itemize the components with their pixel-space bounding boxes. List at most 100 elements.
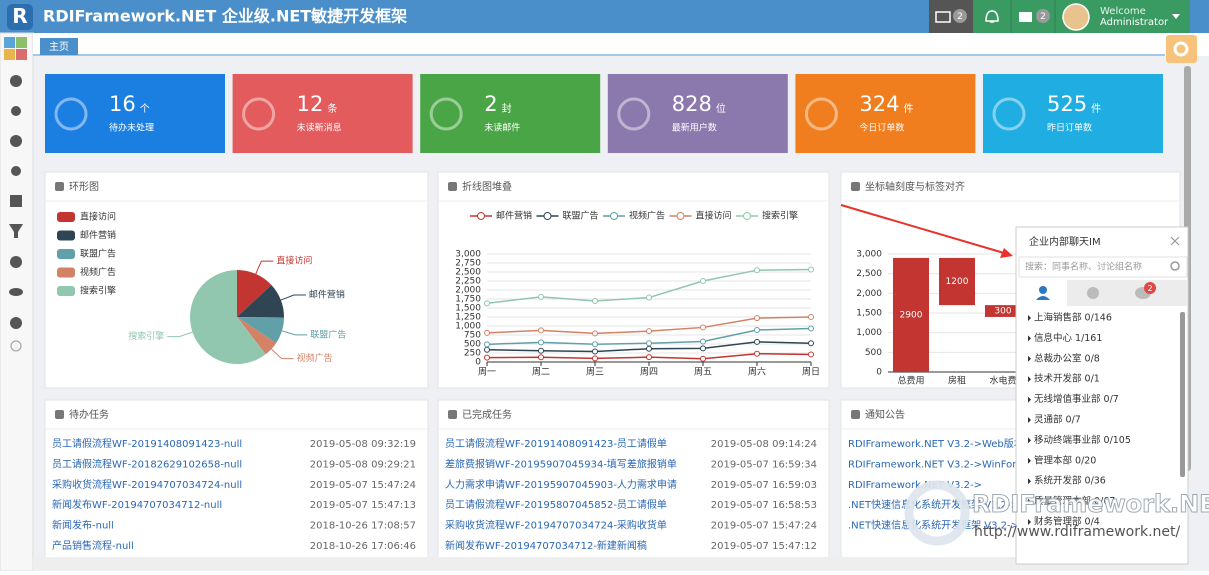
point[interactable] [646, 340, 652, 347]
task-link[interactable]: 员工请假流程WF-20195807045852-员工请假单 [445, 498, 667, 511]
point[interactable] [538, 354, 544, 361]
close-icon[interactable] [1170, 236, 1180, 246]
group-name[interactable]: 移动终端事业部 0/105 [1034, 434, 1131, 446]
group-name[interactable]: 技术开发部 0/1 [1034, 373, 1100, 385]
task-link[interactable]: .NET快速信息化系统开发框架 V3.2-> [848, 519, 1019, 532]
stat-box[interactable] [232, 74, 413, 153]
group-name[interactable]: 信息中心 1/161 [1034, 332, 1102, 344]
expand-arrow[interactable] [1028, 437, 1031, 444]
legend-label[interactable]: 邮件营销 [496, 210, 532, 222]
point[interactable] [484, 346, 490, 353]
bar[interactable] [939, 257, 975, 306]
bar[interactable] [985, 305, 1021, 317]
task-link[interactable]: 员工请假流程WF-20191408091423-员工请假单 [445, 437, 667, 450]
task-link[interactable]: 采购收货流程WF-20194707034724-采购收货单 [445, 519, 667, 532]
pie-slice[interactable] [190, 270, 266, 364]
logo[interactable] [7, 4, 33, 30]
legend-label[interactable]: 搜索引擎 [762, 210, 798, 222]
pie-slice[interactable] [237, 270, 272, 317]
point[interactable] [808, 340, 814, 347]
point[interactable] [754, 267, 760, 274]
point[interactable] [592, 341, 598, 348]
group-name[interactable]: 财务管理部 0/4 [1034, 516, 1100, 528]
point[interactable] [484, 300, 490, 307]
username[interactable]: Administrator [1100, 17, 1169, 28]
point[interactable] [538, 327, 544, 334]
stat-box[interactable] [45, 74, 225, 153]
legend-label[interactable]: 视频广告 [80, 266, 116, 278]
avatar[interactable] [1062, 3, 1090, 31]
legend-label[interactable]: 直接访问 [80, 211, 116, 223]
task-link[interactable]: 新闻发布WF-20194707034712-新建新闻稿 [445, 539, 647, 552]
group-name[interactable]: 灵通部 0/7 [1034, 414, 1081, 426]
group-name[interactable]: 系统开发部 0/36 [1034, 475, 1106, 487]
point[interactable] [646, 354, 652, 361]
expand-arrow[interactable] [1028, 355, 1031, 362]
sidebar-icons[interactable] [9, 75, 23, 352]
expand-arrow[interactable] [1028, 457, 1031, 464]
point[interactable] [646, 294, 652, 301]
group-name[interactable]: 上海销售部 0/146 [1034, 312, 1112, 324]
point[interactable] [700, 355, 706, 362]
point[interactable] [754, 350, 760, 357]
task-link[interactable]: 新闻发布WF-20194707034712-null [52, 498, 222, 511]
point[interactable] [700, 338, 706, 345]
pie-slice[interactable] [237, 317, 277, 355]
legend-label[interactable]: 视频广告 [629, 210, 665, 222]
groups-icon[interactable] [1087, 287, 1099, 299]
point[interactable] [646, 328, 652, 335]
tab-label[interactable]: 主页 [49, 41, 69, 53]
legend-label[interactable]: 邮件营销 [80, 229, 116, 241]
task-link[interactable]: 员工请假流程WF-20191408091423-null [52, 437, 242, 450]
legend-swatch[interactable] [57, 212, 75, 222]
search-box[interactable] [1018, 256, 1188, 278]
task-link[interactable]: 人力需求申请WF-20195907045903-人力需求申请 [445, 478, 677, 491]
legend-label[interactable]: 直接访问 [696, 210, 732, 222]
point[interactable] [700, 345, 706, 352]
expand-arrow[interactable] [1028, 396, 1031, 403]
expand-arrow[interactable] [1028, 315, 1031, 321]
stat-box[interactable] [983, 74, 1163, 153]
point[interactable] [484, 329, 490, 336]
mail-icon[interactable] [1019, 12, 1032, 22]
tab[interactable] [40, 38, 78, 55]
task-link[interactable]: 采购收货流程WF-20194707034724-null [52, 478, 242, 491]
task-link[interactable]: RDIFramework.NET V3.2->Web版本 [848, 437, 1024, 450]
expand-arrow[interactable] [1028, 498, 1031, 505]
legend-swatch[interactable] [57, 249, 75, 259]
stat-box[interactable] [795, 74, 976, 153]
expand-arrow[interactable] [1028, 417, 1031, 423]
task-link[interactable]: 产品销售流程-null [52, 539, 134, 552]
caret[interactable] [1172, 14, 1180, 19]
point[interactable] [538, 339, 544, 346]
point[interactable] [808, 266, 814, 273]
point[interactable] [808, 325, 814, 332]
stat-box[interactable] [420, 74, 601, 153]
point[interactable] [484, 354, 490, 361]
pie-slice[interactable] [237, 284, 284, 318]
point[interactable] [592, 348, 598, 355]
group-name[interactable]: 总裁办公室 0/8 [1034, 352, 1100, 364]
point[interactable] [700, 278, 706, 284]
legend-swatch[interactable] [57, 267, 75, 278]
point[interactable] [754, 315, 760, 322]
bar[interactable] [893, 257, 929, 372]
group-name[interactable]: 质量管理本部 0/67 [1034, 495, 1115, 507]
im-scrollbar[interactable] [1180, 312, 1185, 477]
expand-arrow[interactable] [1028, 335, 1031, 342]
point[interactable] [592, 330, 598, 337]
task-link[interactable]: RDIFramework.NET V3.2->WinForm [848, 459, 1026, 470]
group-name[interactable]: 管理本部 0/20 [1034, 454, 1096, 466]
pie-slice[interactable] [237, 317, 284, 343]
point[interactable] [538, 293, 544, 300]
task-link[interactable]: RDIFramework.NET V3.2-> [848, 480, 982, 491]
task-link[interactable]: 员工请假流程WF-20182629102658-null [52, 457, 242, 470]
settings-button[interactable] [1166, 35, 1197, 63]
point[interactable] [808, 314, 814, 320]
bell-icon[interactable] [985, 10, 999, 23]
point[interactable] [484, 341, 490, 348]
point[interactable] [592, 297, 598, 304]
expand-arrow[interactable] [1028, 376, 1031, 383]
point[interactable] [592, 355, 598, 362]
point[interactable] [646, 345, 652, 352]
